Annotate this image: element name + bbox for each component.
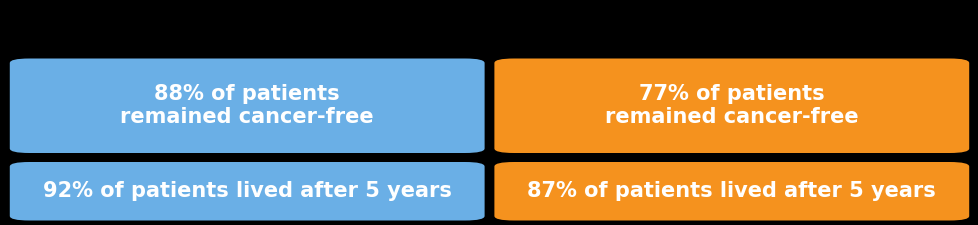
Text: 88% of patients
remained cancer-free: 88% of patients remained cancer-free (120, 84, 374, 127)
Text: 92% of patients lived after 5 years: 92% of patients lived after 5 years (43, 181, 451, 201)
FancyBboxPatch shape (494, 162, 968, 220)
FancyBboxPatch shape (494, 58, 968, 153)
Text: 77% of patients
remained cancer-free: 77% of patients remained cancer-free (604, 84, 858, 127)
FancyBboxPatch shape (10, 162, 484, 220)
FancyBboxPatch shape (10, 58, 484, 153)
Text: 87% of patients lived after 5 years: 87% of patients lived after 5 years (527, 181, 935, 201)
